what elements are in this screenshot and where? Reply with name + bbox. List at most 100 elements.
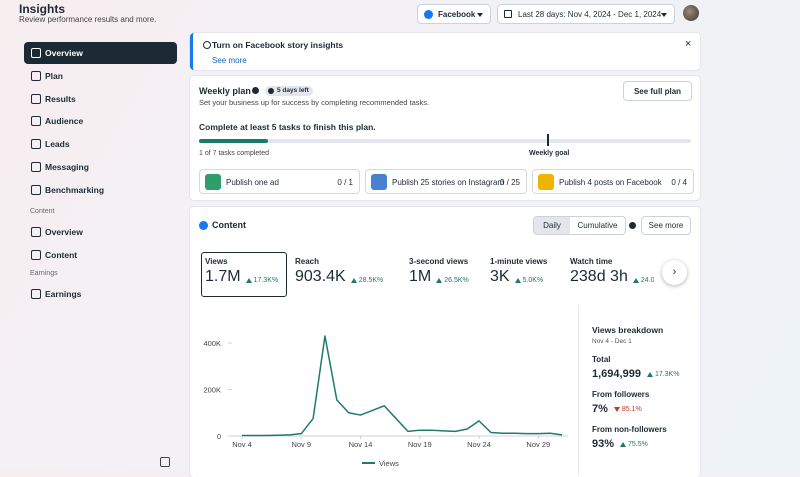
- nav-icon: [31, 93, 41, 104]
- nav-item[interactable]: Earnings: [24, 283, 177, 305]
- platform-dropdown[interactable]: Facebook: [417, 4, 491, 24]
- nav-item[interactable]: Benchmarking: [24, 179, 177, 201]
- button-label: See more: [648, 221, 684, 230]
- nav-icon: [31, 184, 41, 195]
- breakdown-change: 85.1%: [621, 406, 642, 413]
- x-tick-label: Nov 14: [349, 440, 373, 449]
- toggle-daily[interactable]: Daily: [534, 217, 570, 234]
- arrow-up: [245, 278, 252, 283]
- facebook-icon: [424, 9, 433, 19]
- platform-label: Facebook: [438, 9, 476, 19]
- goal-marker-label: Weekly goal: [529, 150, 570, 157]
- metric-name: Reach: [295, 257, 320, 266]
- nav-item[interactable]: Overview: [24, 221, 177, 243]
- y-tick-label: 0: [217, 432, 221, 441]
- x-tick-label: Nov 19: [408, 440, 432, 449]
- nav-item[interactable]: Overview: [24, 42, 177, 64]
- nav-icon: [31, 289, 41, 299]
- date-range-dropdown[interactable]: Last 28 days: Nov 4, 2024 - Dec 1, 2024: [497, 4, 675, 24]
- metric-value: 1.7M: [205, 268, 241, 285]
- nav-label: Overview: [45, 48, 83, 58]
- metric-change: 5.0K%: [522, 277, 544, 284]
- nav-icon: [31, 70, 41, 81]
- nav-label: Plan: [45, 70, 63, 81]
- arrow-down: [613, 407, 620, 412]
- nav-item[interactable]: Messaging: [24, 156, 177, 178]
- nav-item[interactable]: Results: [24, 88, 177, 110]
- calendar-icon: [504, 10, 512, 18]
- clock-icon: [268, 88, 274, 94]
- breakdown-title: Views breakdown: [592, 325, 664, 335]
- divider: [578, 305, 579, 475]
- nav-item[interactable]: Content: [24, 244, 177, 266]
- breakdown-period: Nov 4 - Dec 1: [592, 338, 632, 345]
- info-icon: [629, 222, 636, 229]
- nav-item[interactable]: Leads: [24, 133, 177, 155]
- next-arrow[interactable]: ›: [662, 260, 687, 285]
- nav-icon: [31, 48, 41, 58]
- metric-value: 238d 3h: [570, 268, 628, 285]
- weekly-plan-card: Weekly plan 5 days left Set your busines…: [190, 76, 700, 200]
- y-tick-label: 400K: [203, 339, 221, 348]
- metric-change: 26.5K%: [444, 277, 469, 284]
- progress-text: 1 of 7 tasks completed: [199, 150, 270, 157]
- task-card[interactable]: Publish 4 posts on Facebook 0 / 4: [532, 169, 694, 194]
- task-card[interactable]: Publish 25 stories on Instagram 0 / 25: [365, 169, 527, 194]
- collapse-sidebar-icon[interactable]: [160, 457, 170, 467]
- facebook-icon: [199, 221, 208, 230]
- task-progress: 0 / 1: [337, 178, 353, 187]
- task-label: Publish 25 stories on Instagram: [392, 178, 505, 187]
- nav-item[interactable]: Plan: [24, 65, 177, 87]
- breakdown-value: 7%: [592, 403, 608, 415]
- nav-label: Overview: [45, 227, 83, 237]
- breakdown-value: 1,694,999: [592, 368, 641, 380]
- see-full-plan-button[interactable]: See full plan: [623, 81, 692, 101]
- caret: [477, 13, 483, 20]
- section-label: Earnings: [30, 270, 58, 277]
- nav-icon: [31, 227, 41, 237]
- banner-icon: [203, 41, 211, 49]
- metric-change: 17.3K%: [253, 277, 279, 284]
- toggle-cumulative[interactable]: Cumulative: [577, 221, 618, 230]
- arrow-up: [646, 372, 653, 377]
- button-label: See full plan: [633, 86, 682, 96]
- metric-value: 3K: [490, 268, 510, 285]
- x-tick-label: Nov 4: [232, 440, 252, 449]
- weekly-plan-title: Weekly plan: [199, 86, 251, 96]
- breakdown-value: 93%: [592, 438, 615, 450]
- metric-name: Views: [205, 257, 228, 266]
- nav-label: Audience: [45, 116, 84, 127]
- breakdown-label: From non-followers: [592, 425, 667, 434]
- task-progress: 0 / 25: [499, 178, 520, 187]
- metric-change: 24.0: [640, 277, 655, 284]
- nav-item[interactable]: Audience: [24, 110, 177, 132]
- x-tick-label: Nov 24: [467, 440, 491, 449]
- weekly-plan-description: Set your business up for success by comp…: [199, 98, 430, 107]
- nav-icon: [31, 162, 41, 172]
- nav-label: Earnings: [45, 289, 82, 299]
- line-series: [242, 335, 563, 437]
- nav-label: Results: [45, 93, 76, 104]
- views-chart: 0 200K 400K Nov 4 Nov 9 Nov 14 Nov 19 Nov 24 Nov…: [203, 335, 568, 468]
- metric-name: 3-second views: [409, 257, 469, 266]
- date-range-label: Last 28 days: Nov 4, 2024 - Dec 1, 2024: [518, 9, 662, 19]
- banner-link[interactable]: See more: [212, 56, 247, 65]
- see-more-button[interactable]: See more: [641, 216, 691, 235]
- section-label: Content: [30, 208, 55, 215]
- task-label: Publish one ad: [226, 178, 279, 187]
- avatar[interactable]: [683, 5, 699, 21]
- task-progress: 0 / 4: [671, 178, 687, 187]
- days-left-badge: 5 days left: [265, 86, 313, 96]
- task-icon: [205, 174, 221, 190]
- page-subtitle: Review performance results and more.: [19, 15, 157, 24]
- content-card: Content Daily Cumulative See more ›: [190, 207, 700, 477]
- breakdown-change: 17.3K%: [654, 371, 680, 378]
- arrow-up: [632, 278, 639, 283]
- selected-metric-outline: [201, 252, 287, 297]
- close-icon[interactable]: ×: [685, 38, 692, 50]
- breakdown-label: From followers: [592, 390, 650, 399]
- task-card[interactable]: Publish one ad 0 / 1: [199, 169, 360, 194]
- caret: [661, 13, 667, 20]
- metric-change: 28.5K%: [358, 277, 384, 284]
